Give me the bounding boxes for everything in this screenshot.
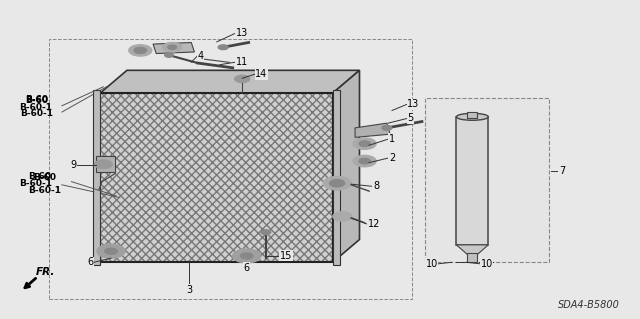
Text: 10: 10 [481,259,493,269]
Circle shape [134,47,147,54]
Text: 5: 5 [407,113,413,123]
Text: 15: 15 [280,251,292,261]
Bar [100,93,333,262]
Circle shape [164,53,173,57]
Text: 6: 6 [244,263,250,273]
Circle shape [233,249,260,263]
Text: 9: 9 [70,160,77,170]
Text: B-60: B-60 [25,95,48,104]
Circle shape [333,212,352,221]
Circle shape [95,160,112,169]
Polygon shape [100,70,360,93]
Text: 13: 13 [407,99,420,109]
Circle shape [241,253,253,259]
Polygon shape [333,70,360,262]
Circle shape [330,179,345,187]
Circle shape [323,176,351,190]
Text: B-60: B-60 [28,172,51,182]
Bar [93,90,100,265]
Text: B-60: B-60 [33,173,56,182]
Text: 2: 2 [389,153,395,163]
Circle shape [382,125,392,130]
Circle shape [129,45,152,56]
Text: B-60-1: B-60-1 [28,186,61,195]
Text: FR.: FR. [36,267,55,278]
Text: 1: 1 [389,134,395,144]
Text: SDA4-B5800: SDA4-B5800 [557,300,620,310]
Text: 3: 3 [186,285,193,295]
Text: 13: 13 [236,28,248,38]
Polygon shape [456,245,488,254]
Text: B-60: B-60 [26,97,49,106]
Circle shape [359,158,371,164]
Bar [96,156,115,172]
Bar [49,39,412,299]
Text: 10: 10 [426,259,438,269]
Polygon shape [355,123,390,137]
Text: 4: 4 [198,51,204,61]
Circle shape [163,42,182,52]
Ellipse shape [456,113,488,120]
Text: 8: 8 [373,182,379,191]
Circle shape [359,141,371,146]
Bar [100,93,333,262]
Circle shape [260,230,271,235]
Text: 6: 6 [88,257,94,267]
Bar [467,253,477,262]
Text: B-60-1: B-60-1 [19,179,52,188]
Bar [425,98,549,262]
Circle shape [218,45,228,50]
Text: B-60-1: B-60-1 [19,103,52,112]
Bar [100,93,333,262]
Circle shape [353,155,376,167]
Circle shape [235,75,250,83]
Polygon shape [153,42,195,54]
Bar [333,90,340,265]
Circle shape [97,244,125,258]
Circle shape [168,45,177,49]
Text: 11: 11 [236,57,248,67]
Text: 7: 7 [559,166,565,175]
Bar [467,112,477,118]
Bar [456,117,488,245]
Text: 14: 14 [255,69,268,79]
Circle shape [353,138,376,149]
Circle shape [104,248,117,254]
Text: 12: 12 [368,219,380,229]
Text: B-60-1: B-60-1 [20,109,53,118]
